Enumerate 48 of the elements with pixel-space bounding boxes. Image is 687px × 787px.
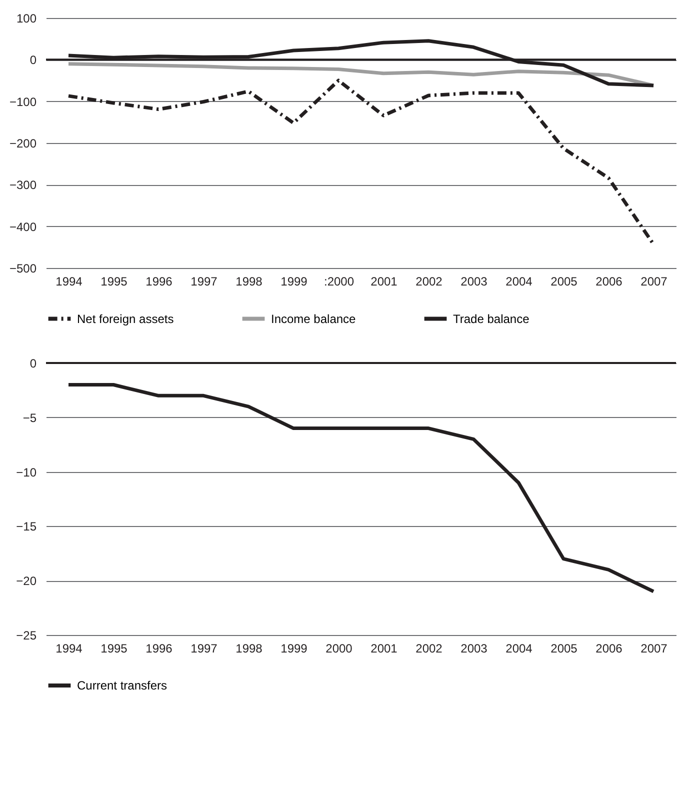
y-tick-label: −15 (16, 520, 37, 534)
legend-label: Trade balance (453, 312, 530, 326)
line-series (66, 78, 656, 246)
y-tick-label: −5 (22, 410, 37, 425)
x-tick-label: 2003 (460, 642, 488, 656)
legend-label: Net foreign assets (77, 312, 174, 326)
x-tick-label: 2005 (550, 642, 578, 656)
x-tick-label: 2002 (416, 642, 443, 656)
y-tick-label: −300 (9, 178, 37, 192)
x-tick-label: 2007 (640, 642, 668, 656)
x-tick-label: 1996 (146, 642, 173, 656)
y-tick-label: −400 (9, 220, 37, 234)
legend-label: Income balance (271, 312, 356, 326)
x-tick-label: 1995 (100, 642, 128, 656)
y-tick-label: −10 (16, 465, 37, 480)
x-tick-label: 2001 (370, 274, 398, 288)
x-tick-label: 2003 (460, 274, 488, 288)
y-tick-label: 0 (30, 356, 37, 370)
y-tick-label: −500 (9, 262, 37, 276)
x-tick-label: 2001 (370, 642, 398, 656)
x-tick-label: 2004 (506, 642, 533, 656)
line-series (66, 383, 656, 594)
x-tick-label: 2006 (596, 274, 623, 288)
x-tick-label: 1999 (280, 642, 308, 656)
x-tick-label: 1996 (146, 274, 173, 288)
x-tick-label: 2005 (550, 274, 578, 288)
y-tick-label: −20 (16, 574, 37, 588)
y-tick-label: 100 (16, 12, 37, 26)
x-tick-label: 2002 (416, 274, 443, 288)
x-tick-label: 1997 (190, 642, 218, 656)
x-tick-label: 1995 (100, 274, 128, 288)
x-tick-label: 1997 (190, 274, 218, 288)
x-tick-label: 2007 (640, 274, 668, 288)
x-tick-label: 2006 (596, 642, 623, 656)
x-tick-label: 2000 (326, 642, 353, 656)
line-series (66, 62, 656, 88)
y-tick-label: −100 (9, 94, 37, 109)
y-tick-label: −25 (16, 628, 37, 642)
x-tick-label: 1994 (56, 642, 83, 656)
x-tick-label: 1998 (236, 274, 263, 288)
y-tick-label: −200 (9, 136, 37, 150)
y-tick-label: 0 (30, 53, 37, 68)
x-tick-label: 2004 (506, 274, 533, 288)
x-tick-label: 1999 (280, 274, 308, 288)
legend-label: Current transfers (77, 678, 168, 692)
x-tick-label: 1994 (56, 274, 83, 288)
x-tick-label: :2000 (324, 274, 354, 288)
x-tick-label: 1998 (236, 642, 263, 656)
